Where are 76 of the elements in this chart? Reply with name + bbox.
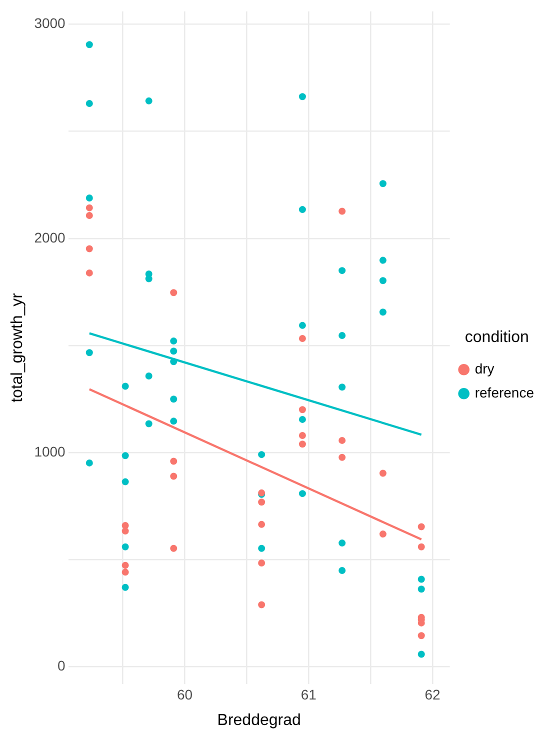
point (86, 245, 93, 252)
point (86, 349, 93, 356)
point (170, 418, 178, 425)
point (170, 472, 178, 480)
point (298, 322, 306, 329)
point (122, 452, 129, 460)
point (298, 440, 306, 448)
point (418, 586, 425, 593)
point (258, 520, 266, 528)
x-tick-label: 62 (424, 686, 441, 702)
point (298, 490, 306, 498)
legend-label: dry (474, 360, 494, 376)
point (379, 530, 386, 538)
point (298, 416, 306, 423)
point (379, 277, 386, 284)
point (258, 451, 266, 458)
x-tick-label: 60 (176, 686, 193, 702)
point (298, 334, 306, 342)
point (122, 478, 129, 486)
point (86, 100, 93, 108)
point (338, 436, 346, 444)
point (122, 382, 129, 390)
point (418, 576, 425, 583)
point (145, 97, 152, 104)
point (122, 568, 129, 576)
point (170, 458, 178, 465)
point (338, 540, 346, 547)
point (258, 498, 266, 506)
legend-label: reference (474, 384, 534, 400)
x-axis-title: Breddegrad (217, 712, 301, 729)
y-axis-title: total_growth_yr (9, 292, 26, 402)
point (379, 180, 386, 188)
point (86, 204, 93, 212)
y-tick-label: 1000 (34, 444, 66, 460)
point (298, 93, 306, 100)
point (298, 432, 306, 440)
point (418, 543, 425, 550)
point (170, 338, 178, 345)
point (258, 601, 266, 608)
point (338, 454, 346, 461)
point (298, 206, 306, 214)
point (298, 406, 306, 414)
point (338, 267, 346, 274)
point (379, 256, 386, 264)
point (338, 566, 346, 574)
point (258, 544, 266, 552)
y-tick-label: 3000 (34, 15, 66, 32)
point (145, 420, 152, 428)
legend-title: condition (464, 328, 529, 346)
point (122, 562, 129, 569)
x-tick-label: 61 (300, 686, 317, 702)
point (86, 41, 93, 48)
point (418, 523, 425, 530)
point (338, 384, 346, 391)
point (170, 396, 178, 403)
point (122, 543, 129, 550)
point (170, 348, 178, 355)
point (338, 208, 346, 215)
point (86, 269, 93, 276)
point (145, 275, 152, 282)
point (418, 650, 425, 658)
y-tick-label: 0 (58, 658, 66, 674)
point (145, 372, 152, 380)
point (418, 632, 425, 640)
point (258, 559, 266, 566)
point (86, 194, 93, 202)
y-tick-label: 2000 (34, 229, 66, 246)
point (170, 289, 178, 296)
point (379, 308, 386, 316)
point (122, 528, 129, 535)
point (86, 212, 93, 220)
point (86, 459, 93, 466)
point (338, 332, 346, 339)
point (170, 544, 178, 552)
point (122, 584, 129, 591)
point (379, 470, 386, 477)
